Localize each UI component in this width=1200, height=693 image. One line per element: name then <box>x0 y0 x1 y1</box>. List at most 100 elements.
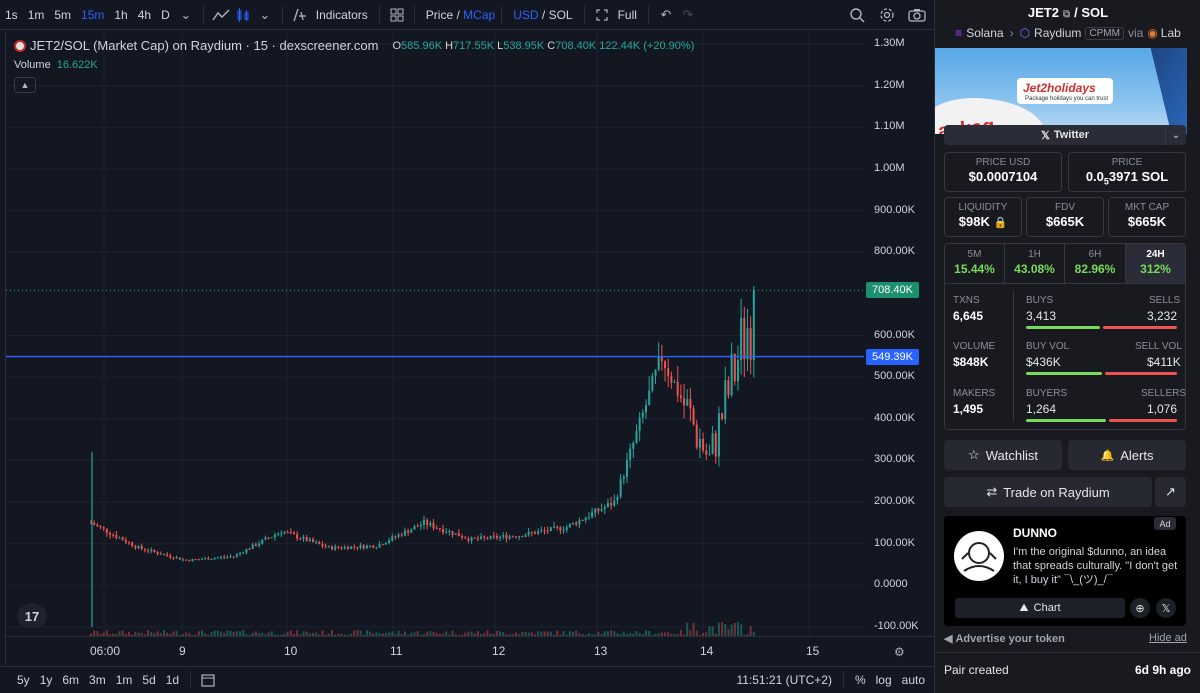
candle-body <box>207 558 210 560</box>
price-usd-value: $0.0007104 <box>968 169 1038 184</box>
tf-4h[interactable]: 4h <box>137 7 152 22</box>
tf-1s[interactable]: 1s <box>5 7 18 22</box>
candle-body <box>375 547 378 549</box>
chain-name[interactable]: Solana <box>966 26 1004 40</box>
time-axis[interactable]: ⚙ 06:00 9 10 11 12 13 14 15 <box>6 636 934 666</box>
currency-toggle[interactable]: USD / SOL <box>508 0 577 30</box>
gear-icon[interactable] <box>876 0 898 30</box>
candle-body <box>711 433 714 455</box>
token-banner-image: ackag Jet2holidays Package holidays you … <box>935 48 1187 134</box>
mktcap-value: $665K <box>1127 214 1167 229</box>
external-link-icon[interactable]: ↗ <box>1155 477 1186 507</box>
candle-body <box>457 533 460 537</box>
indicators-button[interactable]: Indicators <box>315 7 368 22</box>
tf-5m[interactable]: 5m <box>54 7 72 22</box>
txns-label: TXNS <box>953 295 980 306</box>
candle-body <box>692 408 695 425</box>
range-1d[interactable]: 1d <box>165 673 180 687</box>
tf-24h-stat[interactable]: 24H 312% <box>1126 244 1185 283</box>
candle-body <box>267 537 270 539</box>
chevron-down-icon[interactable]: ⌄ <box>180 6 192 22</box>
collapse-legend-button[interactable]: ▲ <box>14 77 36 93</box>
alerts-button[interactable]: 🔔 Alerts <box>1068 440 1186 470</box>
candle-body <box>105 528 108 533</box>
volume-bar <box>105 630 108 636</box>
volume-bar <box>600 634 603 636</box>
candle-body <box>683 398 686 406</box>
auto-toggle[interactable]: auto <box>901 673 925 687</box>
full-button[interactable]: Full <box>617 7 637 22</box>
makers-label: MAKERS <box>953 388 996 399</box>
fullscreen-icon[interactable] <box>591 0 613 30</box>
settings-gear-icon[interactable]: ⚙ <box>894 645 905 659</box>
advertise-link[interactable]: ◀ Advertise your token <box>944 632 1065 645</box>
range-1m[interactable]: 1m <box>115 673 133 687</box>
undo-icon[interactable]: ↶ <box>660 6 672 22</box>
tf-6h-stat[interactable]: 6H 82.96% <box>1065 244 1126 283</box>
lab-label[interactable]: Lab <box>1160 26 1181 40</box>
range-6m[interactable]: 6m <box>62 673 80 687</box>
tradingview-logo-icon[interactable]: 17 <box>17 603 47 629</box>
volume-bar <box>683 634 686 636</box>
candle-body <box>530 531 533 533</box>
stats-box <box>944 243 1186 430</box>
globe-icon[interactable]: ⊕ <box>1130 598 1150 618</box>
log-toggle[interactable]: log <box>875 673 892 687</box>
dex-name[interactable]: Raydium <box>1034 26 1082 40</box>
range-1y[interactable]: 1y <box>39 673 53 687</box>
indicators-icon[interactable] <box>289 0 311 30</box>
volume-bar <box>194 634 197 636</box>
ohlc-o-key: O <box>392 39 402 52</box>
ad-chart-button[interactable]: ⛰ Chart <box>955 598 1125 618</box>
line-chart-icon[interactable] <box>210 0 232 30</box>
volume-bar <box>296 630 299 636</box>
time-axis-label: 11 <box>390 644 403 658</box>
redo-icon[interactable]: ↷ <box>682 6 694 22</box>
tf-1h[interactable]: 1h <box>114 7 128 22</box>
search-icon[interactable] <box>846 0 868 30</box>
candle-body <box>549 527 552 531</box>
chevron-down-icon[interactable]: ⌄ <box>1165 125 1186 145</box>
volume-bar <box>248 634 251 636</box>
tf-1m[interactable]: 1m <box>27 7 45 22</box>
volume-bar <box>159 633 162 636</box>
tf-D[interactable]: D <box>161 7 170 22</box>
volume-bar <box>321 630 324 636</box>
percent-toggle[interactable]: % <box>854 673 866 687</box>
range-5y[interactable]: 5y <box>17 673 30 687</box>
camera-icon[interactable] <box>906 0 928 30</box>
pair-created-value: 6d 9h ago <box>1135 663 1192 677</box>
tf-1h-stat[interactable]: 1H 43.08% <box>1005 244 1065 283</box>
buy-vol-label: BUY VOL <box>1026 341 1070 352</box>
volume-bar <box>394 633 397 636</box>
tf-15m[interactable]: 15m <box>81 7 105 22</box>
price-axis[interactable]: 1.30M 1.20M 1.10M 1.00M 900.00K 800.00K 600.00… <box>864 31 934 636</box>
candle-body <box>432 522 435 529</box>
trade-button[interactable]: ⇄ Trade on Raydium <box>944 477 1152 507</box>
watchlist-button[interactable]: ☆ Watchlist <box>944 440 1062 470</box>
volume-bar <box>115 633 118 636</box>
stats-vdivider <box>1013 291 1014 421</box>
calendar-icon[interactable] <box>197 665 219 693</box>
twitter-button[interactable]: 𝕏 Twitter <box>944 125 1186 145</box>
layouts-icon[interactable] <box>386 0 408 30</box>
hide-ad-link[interactable]: Hide ad <box>1149 632 1187 644</box>
fdv-label: FDV <box>1055 202 1075 213</box>
chart-canvas[interactable] <box>6 31 864 636</box>
candles-icon[interactable] <box>232 0 254 30</box>
price-toggle[interactable]: Price / MCap <box>421 0 495 30</box>
tf-5m-stat[interactable]: 5M 15.44% <box>945 244 1005 283</box>
range-5d[interactable]: 5d <box>142 673 156 687</box>
alerts-label: Alerts <box>1120 447 1154 463</box>
time-axis-label: 13 <box>594 644 608 658</box>
x-icon[interactable]: 𝕏 <box>1156 598 1176 618</box>
volume-bar <box>102 632 105 636</box>
copy-icon[interactable]: ⧉ <box>1062 9 1071 20</box>
chevron-down-icon[interactable]: ⌄ <box>259 6 271 22</box>
candle-body <box>134 546 137 548</box>
volume-legend: Volume 16.622K <box>14 59 98 71</box>
candle-body <box>131 542 134 547</box>
utc-clock[interactable]: 11:51:21 (UTC+2) <box>736 673 832 687</box>
range-3m[interactable]: 3m <box>89 673 106 687</box>
volume-bar <box>286 631 289 636</box>
